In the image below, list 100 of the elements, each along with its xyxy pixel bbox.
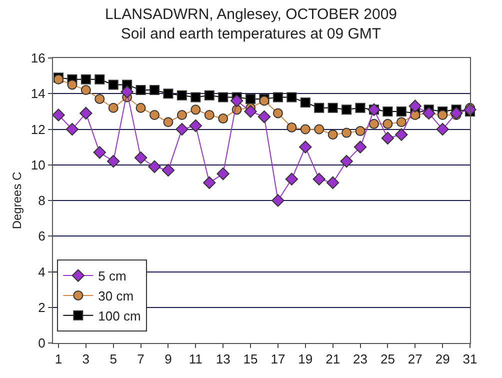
y-tick-label: 6 [38,228,46,244]
point [272,108,283,118]
point [368,118,379,129]
x-tick-label: 1 [54,352,62,367]
point [80,106,92,120]
point [134,151,148,164]
point [438,110,448,120]
point [148,160,161,174]
point [355,102,366,113]
point [190,104,201,115]
point [272,92,283,102]
point [150,85,160,96]
point [354,140,367,154]
point [204,90,214,100]
point [80,85,91,96]
point [107,154,120,168]
point [176,90,187,100]
point [355,126,366,136]
point [120,85,134,98]
point [176,110,187,120]
y-tick-label: 16 [30,50,46,66]
point [258,110,271,124]
point [218,114,228,124]
point [450,106,463,120]
x-tick-label: 3 [82,352,90,367]
point [342,104,352,115]
point [204,110,214,120]
y-tick-label: 8 [38,193,46,208]
point [300,124,310,134]
point [328,130,338,140]
point [136,102,146,113]
point [190,92,201,102]
x-tick-label: 31 [462,352,478,367]
point [326,176,340,190]
point [136,85,146,96]
point [246,94,256,104]
point [189,119,202,132]
point [340,154,353,168]
x-tick-label: 27 [408,352,422,367]
point [272,194,284,207]
y-tick-label: 12 [30,122,46,137]
point [80,74,91,84]
point [312,172,326,186]
point [94,94,105,104]
point [216,167,230,180]
point [244,105,257,118]
point [66,122,79,136]
point [286,122,297,132]
point [218,92,228,102]
point [67,80,78,90]
point [436,122,449,136]
point [382,106,393,116]
point [382,118,393,129]
x-tick-label: 23 [353,352,368,367]
point [285,172,298,186]
point [162,164,175,177]
y-axis-title: Degrees C [10,171,24,230]
x-tick-label: 7 [137,352,144,367]
point [163,117,174,128]
point [381,132,394,145]
point [52,108,65,122]
point [314,124,324,134]
x-tick-label: 5 [110,352,117,367]
point [314,102,324,113]
legend-label: 100 cm [98,308,141,324]
point [93,146,106,159]
y-tick-label: 10 [30,157,46,172]
point [203,176,216,190]
point [300,98,310,108]
y-tick-label: 4 [38,264,46,280]
y-tick-label: 0 [38,336,46,351]
point [299,140,312,154]
x-tick-label: 25 [380,352,395,367]
y-tick-label: 2 [38,300,46,315]
y-tick-label: 14 [30,86,46,102]
point [396,106,406,116]
point [163,88,174,99]
point [286,92,297,102]
point [108,80,118,90]
point [396,117,406,128]
x-tick-label: 13 [216,352,230,367]
point [328,102,338,113]
chart-title: LLANSADWRN, Anglesey, OCTOBER 2009 [104,6,398,23]
legend-label: 30 cm [98,288,134,304]
legend-label: 5 cm [98,268,126,284]
x-tick-label: 15 [243,352,258,367]
point [94,74,105,84]
point [395,128,408,141]
x-tick-label: 21 [326,352,340,367]
x-tick-label: 19 [298,352,313,367]
x-tick-label: 17 [270,352,286,367]
chart-subtitle: Soil and earth temperatures at 09 GMT [120,25,382,42]
point [108,102,118,113]
point [176,122,188,136]
point [342,128,352,138]
x-tick-label: 9 [164,352,172,367]
point [408,100,422,112]
point [150,110,160,120]
x-tick-label: 29 [435,352,450,367]
point [230,94,244,108]
